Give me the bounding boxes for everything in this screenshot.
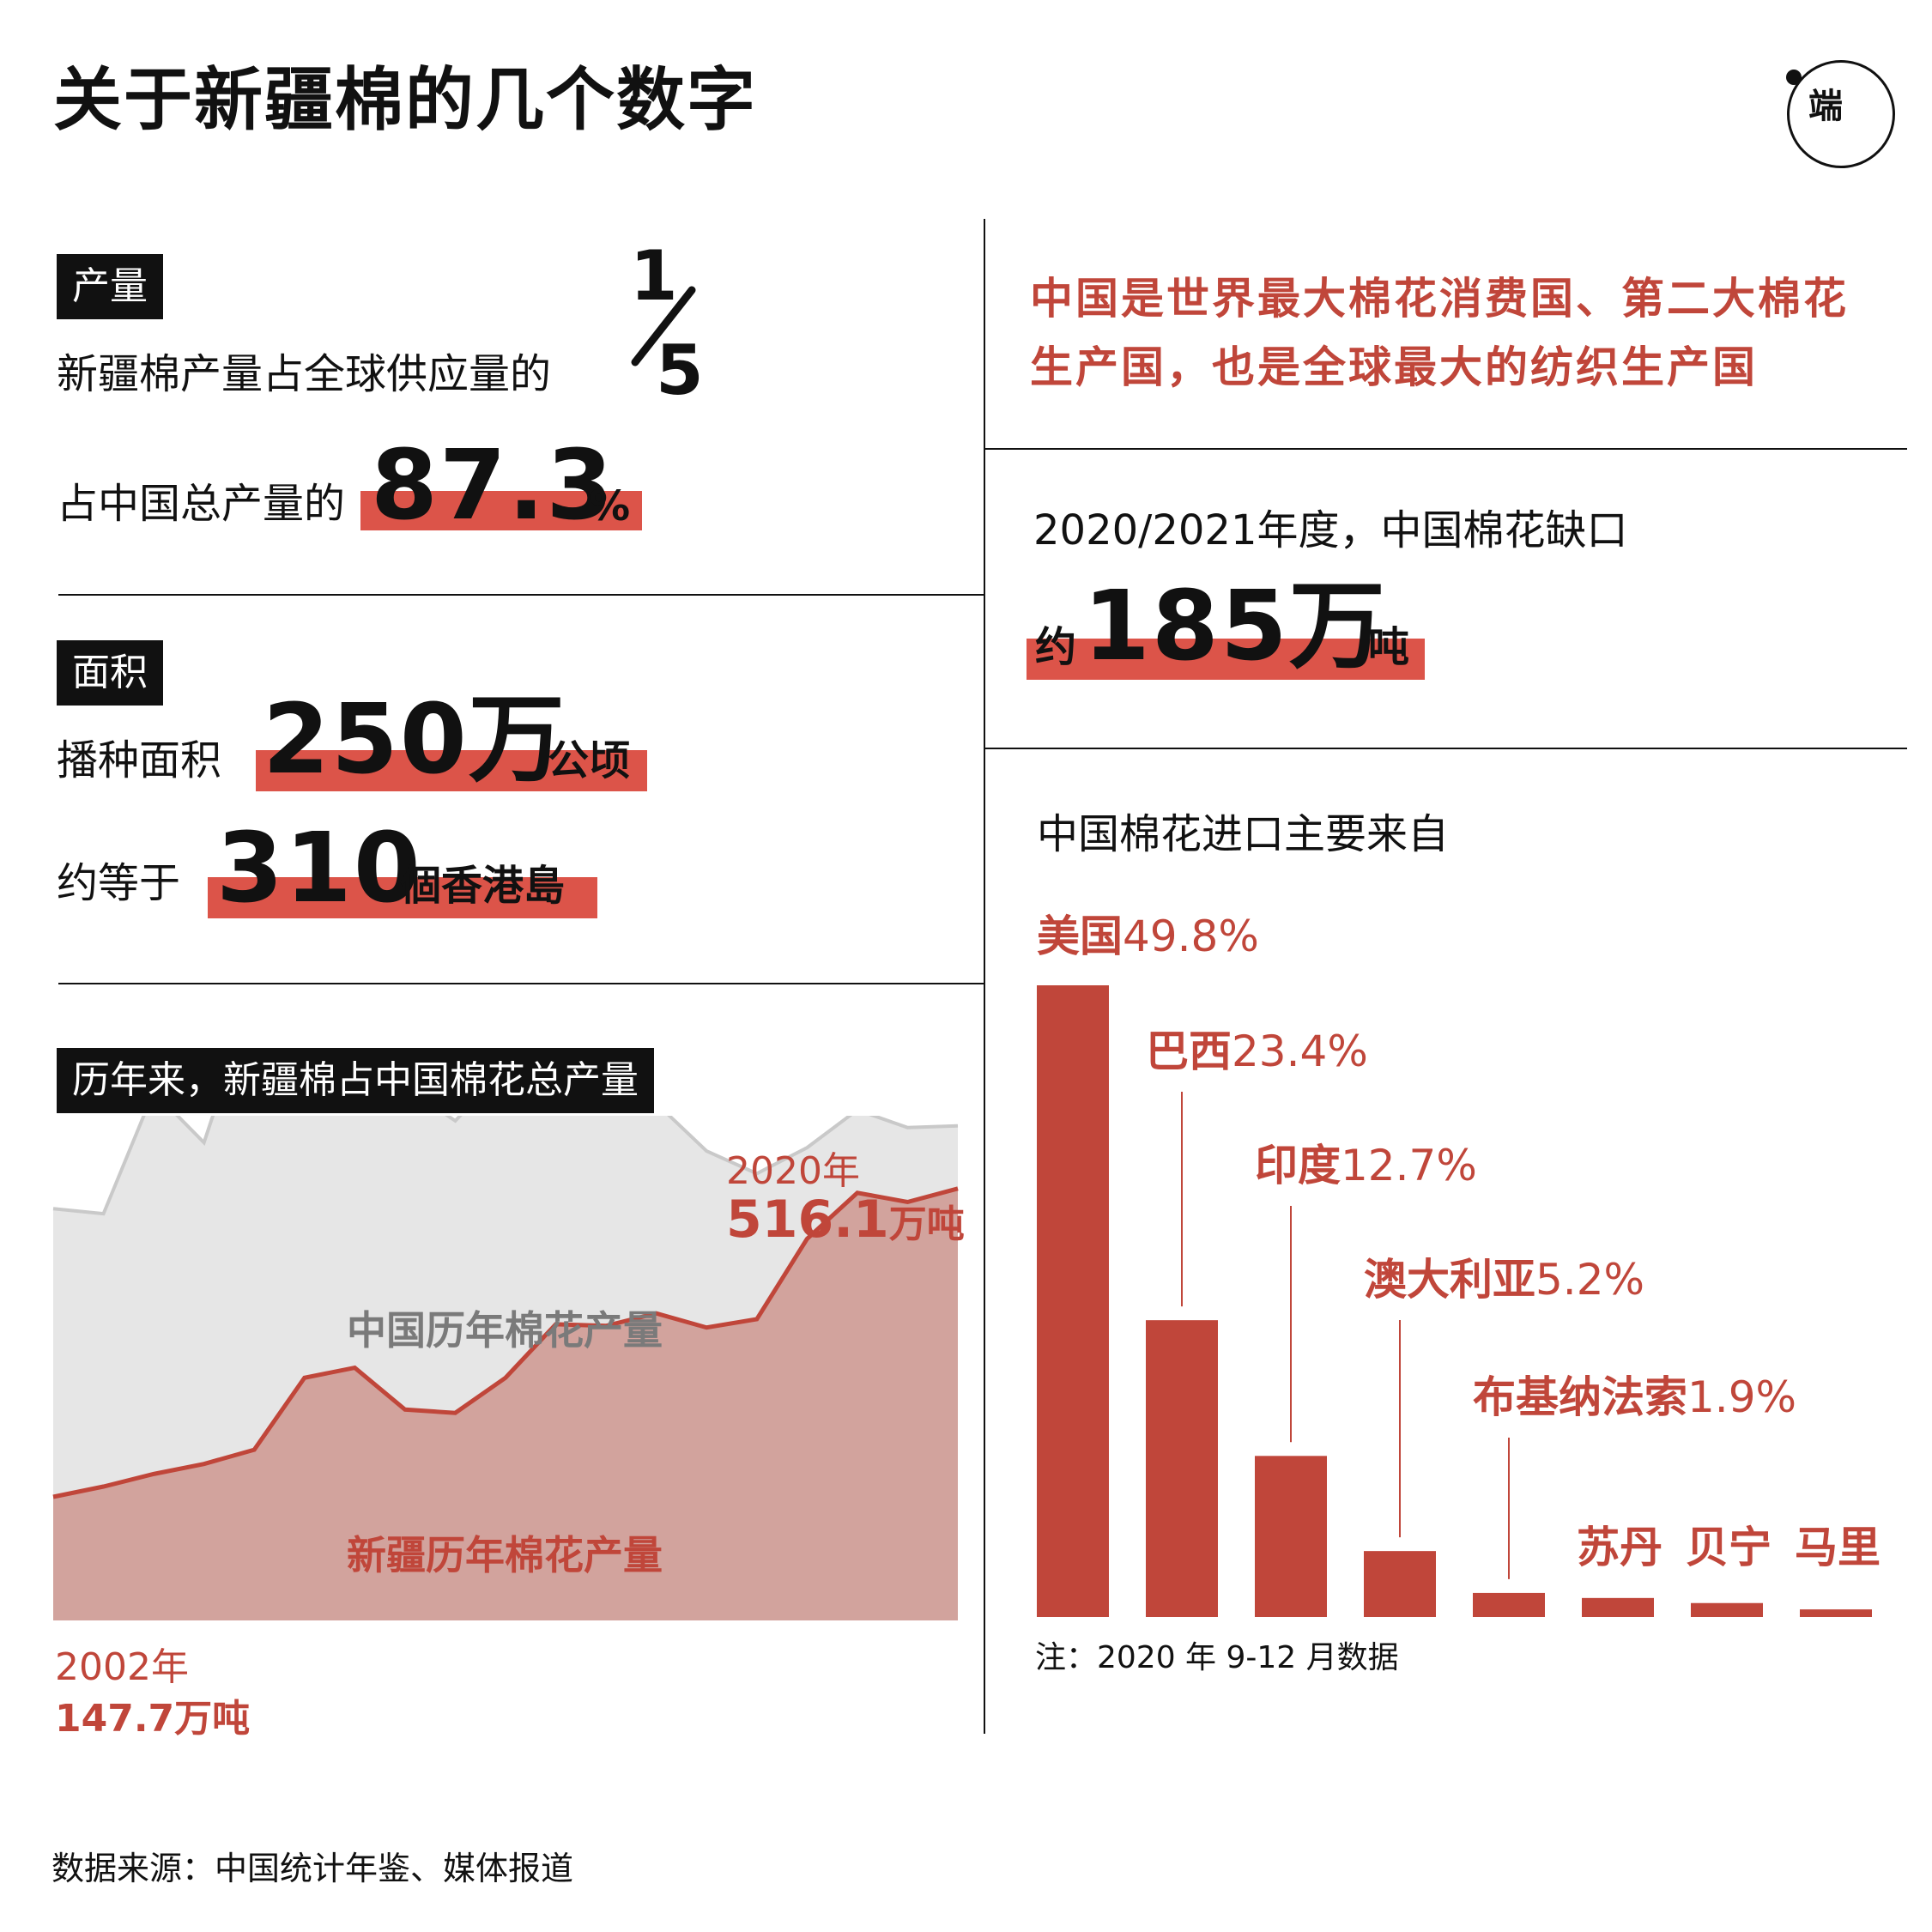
china-share-value: 87.3 <box>371 430 615 542</box>
divider-right-2 <box>984 748 1907 749</box>
bar-贝宁 <box>1691 1602 1763 1617</box>
china-share-unit: % <box>589 482 631 530</box>
gap-prefix: 约 <box>1035 623 1077 671</box>
bar-美国 <box>1037 985 1109 1617</box>
xinjiang-area <box>53 1188 958 1620</box>
bar-value: 23.4% <box>1232 1027 1368 1076</box>
bar-苏丹 <box>1582 1597 1654 1617</box>
bar-value: 5.2% <box>1535 1255 1645 1305</box>
end-unit: 万吨 <box>888 1202 965 1246</box>
bar-category: 印度 <box>1255 1141 1341 1190</box>
bar-value: 12.7% <box>1341 1141 1477 1190</box>
bar-label-巴西: 巴西23.4% <box>1146 1030 1368 1073</box>
bar-澳大利亚 <box>1364 1551 1436 1617</box>
bar-label-印度: 印度12.7% <box>1255 1144 1477 1187</box>
fraction-numerator: 1 <box>630 236 680 316</box>
headline-line-2: 生产国，也是全球最大的纺织生产国 <box>1030 342 1758 392</box>
bar-value: 1.9% <box>1687 1372 1797 1422</box>
china-line <box>52 1116 959 1216</box>
fraction-slash <box>631 286 696 366</box>
center-divider <box>984 219 985 1734</box>
bar-category-贝宁: 贝宁 <box>1686 1523 1772 1572</box>
bar-category: 巴西 <box>1146 1027 1232 1076</box>
china-share-highlight <box>360 491 642 530</box>
page-title: 关于新疆棉的几个数字 <box>53 60 757 140</box>
bar-value: 49.8% <box>1123 911 1259 961</box>
source-note: 数据来源：中国统计年鉴、媒体报道 <box>51 1850 574 1887</box>
divider-left-1 <box>58 594 984 596</box>
logo-text: 端 <box>1808 87 1843 126</box>
sown-area-value: 250万 <box>263 684 566 796</box>
imports-note: 注：2020 年 9-12 月数据 <box>1035 1640 1399 1675</box>
bar-巴西 <box>1146 1320 1218 1617</box>
production-tag: 产量 <box>57 254 163 319</box>
equivalent-highlight <box>208 877 597 918</box>
gap-value: 185万 <box>1083 571 1387 682</box>
china-share-text: 占中国总产量的 <box>57 480 346 528</box>
imports-title: 中国棉花进口主要来自 <box>1037 810 1450 858</box>
bar-label-布基纳法索: 布基纳法索1.9% <box>1473 1376 1796 1419</box>
history-area-chart <box>52 1116 959 1620</box>
end-value: 516.1 <box>726 1190 889 1250</box>
xinjiang-series-label: 新疆历年棉花产量 <box>347 1532 663 1578</box>
equivalent-unit: 個香港島 <box>400 862 566 910</box>
history-tag: 历年来，新疆棉占中国棉花总产量 <box>57 1048 654 1113</box>
bar-马里 <box>1800 1609 1872 1617</box>
equivalent-value: 310 <box>216 813 422 924</box>
sown-area-text: 播种面积 <box>57 736 222 784</box>
bar-label-美国: 美国49.8% <box>1037 915 1259 958</box>
logo-dot <box>1786 70 1802 85</box>
gap-text: 2020/2021年度，中国棉花缺口 <box>1033 506 1628 554</box>
sown-area-highlight <box>256 750 647 791</box>
china-series-label: 中国历年棉花产量 <box>347 1307 663 1354</box>
bar-布基纳法索 <box>1473 1592 1545 1617</box>
gap-unit: 吨 <box>1368 623 1410 671</box>
xinjiang-line <box>52 1186 959 1499</box>
start-year-label: 2002年 <box>55 1645 189 1689</box>
fraction-denominator: 5 <box>656 330 706 410</box>
logo: 端 <box>1786 60 1895 168</box>
bar-category-苏丹: 苏丹 <box>1577 1523 1662 1572</box>
headline-line-1: 中国是世界最大棉花消费国、第二大棉花 <box>1030 274 1849 324</box>
area-tag: 面积 <box>57 640 163 706</box>
gap-highlight <box>1027 639 1425 680</box>
imports-bar-chart <box>1037 985 1872 1617</box>
equivalent-text: 约等于 <box>57 859 181 907</box>
sown-area-unit: 公顷 <box>548 736 631 784</box>
bar-category: 布基纳法索 <box>1473 1372 1687 1422</box>
global-share-text: 新疆棉产量占全球供应量的 <box>57 350 552 398</box>
end-year-label: 2020年 <box>726 1149 860 1193</box>
start-value-label: 147.7万吨 <box>55 1697 251 1741</box>
bar-label-澳大利亚: 澳大利亚5.2% <box>1364 1258 1644 1301</box>
divider-right-1 <box>984 448 1907 450</box>
bar-印度 <box>1255 1456 1327 1617</box>
divider-left-2 <box>58 983 984 984</box>
end-value-label: 516.1万吨 <box>726 1190 965 1250</box>
bar-category: 澳大利亚 <box>1364 1255 1535 1305</box>
bar-category: 美国 <box>1037 911 1123 961</box>
bar-category-马里: 马里 <box>1795 1523 1881 1572</box>
